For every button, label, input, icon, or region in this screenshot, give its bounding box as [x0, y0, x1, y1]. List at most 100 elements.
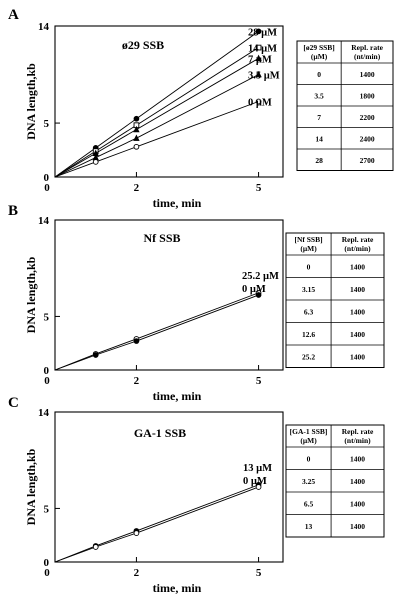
panel-c-ytick-label: 14	[38, 407, 50, 419]
panel-c-ytick-label: 5	[44, 503, 50, 515]
panel-c-table-cell: 0	[307, 454, 311, 463]
panel-a-table-header: [ø29 SSB]	[303, 43, 334, 52]
panel-a-ytick-label: 0	[44, 172, 50, 184]
panel-c-xtick-label: 0	[44, 567, 50, 579]
panel-a-data-point	[255, 54, 262, 62]
panel-c-table-cell: 1400	[350, 522, 365, 531]
panel-a-plot-frame	[54, 25, 284, 178]
panel-b-x-axis-title: time, min	[153, 389, 202, 403]
panel-c-table-header-unit: (µM)	[300, 436, 317, 445]
panel-c-xtick-label: 5	[256, 567, 262, 579]
panel-b-ytick-label: 0	[44, 365, 50, 377]
panel-c-series-label: 13 µM	[243, 463, 272, 474]
panel-a-table-header-unit: (µM)	[311, 52, 328, 61]
panel-a-series-line	[54, 101, 259, 178]
panel-a-table-header-unit: (nt/min)	[354, 52, 381, 61]
panel-a-table-cell: 2700	[360, 156, 375, 165]
panel-b-xtick-label: 5	[256, 375, 262, 387]
panel-b-series-line	[54, 292, 259, 371]
panel-b-table-header: [Nf SSB]	[294, 235, 322, 244]
panel-a-chart-title: ø29 SSB	[122, 38, 164, 52]
panel-b-letter: B	[8, 203, 18, 219]
panel-c-table-frame	[285, 424, 385, 538]
panel-a-xtick-label: 2	[134, 182, 140, 194]
panel-c-table-cell: 1400	[350, 477, 365, 486]
panel-c-table-cell: 3.25	[302, 477, 315, 486]
panel-a-series-label: 7 µM	[248, 54, 272, 65]
panel-a-series-line	[54, 57, 259, 178]
panel-a-series-label: 14 µM	[248, 44, 277, 55]
panel-a-data-point	[255, 98, 262, 105]
panel-b-series-line	[54, 294, 259, 371]
panel-b-table-cell: 6.3	[304, 307, 314, 316]
panel-a-table-cell: 2200	[360, 113, 375, 122]
panel-b-xtick-label: 0	[44, 375, 50, 387]
panel-a-table-cell: 0	[317, 70, 321, 79]
panel-a-data-point	[133, 134, 140, 141]
panel-c-table-header-unit: (nt/min)	[344, 436, 371, 445]
panel-b-table-cell: 1400	[350, 330, 365, 339]
panel-b-data-point	[255, 292, 262, 298]
panel-b-table-cell: 1400	[350, 285, 365, 294]
panel-a-data-point	[92, 159, 99, 165]
panel-b-table-cell: 0	[307, 262, 311, 271]
panel-a-series-label: 3.5 µM	[248, 71, 280, 82]
panel-c-xtick-label: 2	[134, 567, 140, 579]
panel-b-data-point	[92, 352, 99, 358]
panel-c-data-point	[133, 530, 140, 536]
panel-a-xtick-label: 0	[44, 182, 50, 194]
panel-a-table-cell: 1400	[360, 70, 375, 79]
panel-b-series-label: 0 µM	[242, 284, 266, 295]
panel-c-table-cell: 13	[305, 522, 313, 531]
panel-a-table-cell: 2400	[360, 134, 375, 143]
panel-a-x-axis-title: time, min	[153, 196, 202, 210]
panel-a-table-header: Repl. rate	[351, 43, 383, 52]
panel-b-chart-title: Nf SSB	[143, 231, 180, 245]
panel-c-series-line	[54, 486, 259, 563]
panel-a-series-line	[54, 74, 259, 178]
panel-a-letter: A	[8, 7, 19, 23]
panel-c-table-header: Repl. rate	[342, 427, 374, 436]
panel-b-table-cell: 1400	[350, 262, 365, 271]
panel-a-data-point	[255, 44, 262, 51]
panel-b-ytick-label: 14	[38, 215, 50, 227]
panel-c-table-cell: 1400	[350, 454, 365, 463]
panel-a-data-point	[133, 115, 140, 122]
panel-a-series-line	[54, 47, 259, 178]
panel-a-table-cell: 14	[315, 134, 323, 143]
panel-a-series-label: 28 µM	[248, 27, 277, 38]
panel-c-table-cell: 1400	[350, 499, 365, 508]
panel-c-table-cell: 6.5	[304, 499, 314, 508]
panel-a-ytick-label: 5	[44, 118, 50, 130]
panel-a-data-point	[133, 125, 140, 133]
panel-b-table-cell: 1400	[350, 307, 365, 316]
panel-c-data-point	[255, 484, 262, 490]
panel-c-chart-title: GA-1 SSB	[134, 426, 186, 440]
panel-a-data-point	[255, 28, 262, 35]
panel-c-table-header: [GA-1 SSB]	[290, 427, 328, 436]
panel-a-data-point	[133, 143, 140, 150]
panel-b-table-header-unit: (µM)	[300, 244, 317, 253]
panel-a-table-cell: 1800	[360, 91, 375, 100]
panel-a-xtick-label: 5	[256, 182, 262, 194]
panel-a-series-label: 0 µM	[248, 98, 272, 109]
panel-a-series-line	[54, 31, 259, 178]
panel-a-table-cell: 7	[317, 113, 321, 122]
panel-a-data-point	[255, 70, 262, 78]
panel-c-plot-frame	[54, 411, 284, 563]
panel-a-ytick-label: 14	[38, 21, 50, 33]
panel-c-data-point	[92, 544, 99, 550]
panel-b-table-header: Repl. rate	[342, 235, 374, 244]
panel-b-series-label: 25.2 µM	[242, 271, 279, 282]
panel-a-y-axis-title: DNA length,kb	[24, 63, 38, 140]
panel-a-table-cell: 3.5	[314, 91, 324, 100]
panel-b-data-point	[133, 338, 140, 344]
panel-c-letter: C	[8, 395, 19, 411]
panel-b-table-header-unit: (nt/min)	[344, 244, 371, 253]
panel-b-table-cell: 3.15	[302, 285, 315, 294]
panel-c-series-line	[54, 484, 259, 563]
panel-b-table-cell: 25.2	[302, 352, 315, 361]
panel-c-y-axis-title: DNA length,kb	[24, 448, 38, 525]
panel-b-table-cell: 1400	[350, 352, 365, 361]
